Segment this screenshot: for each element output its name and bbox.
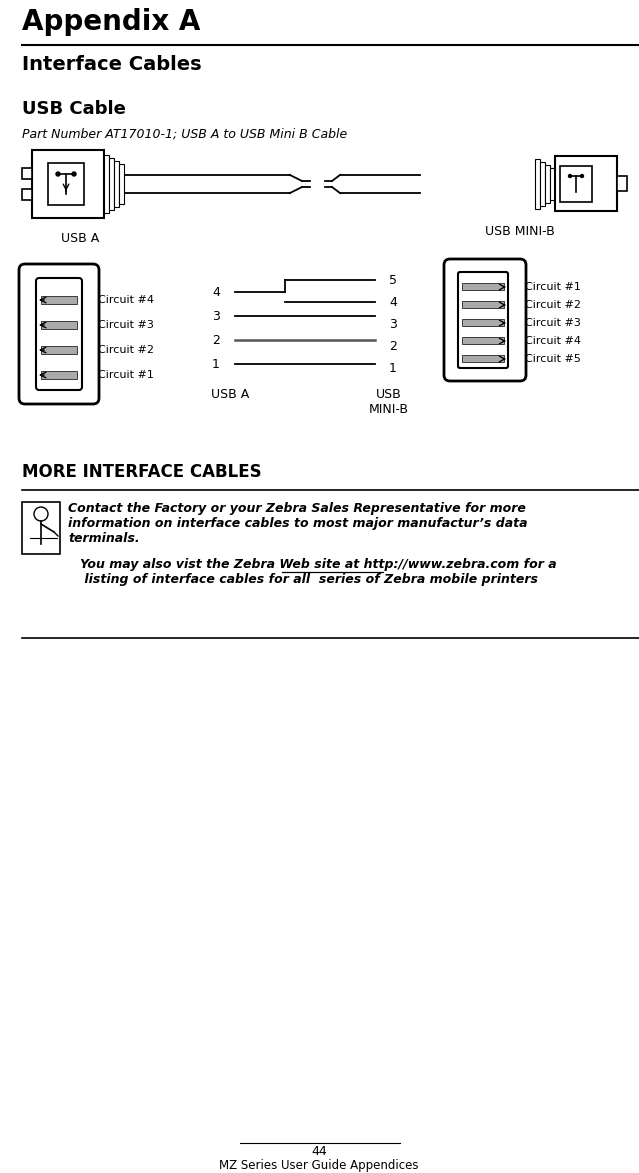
Text: Circuit #1: Circuit #1 bbox=[98, 369, 154, 380]
Bar bbox=[104, 155, 109, 213]
Bar bbox=[462, 337, 504, 344]
Bar bbox=[22, 189, 32, 201]
Text: 4: 4 bbox=[212, 285, 220, 298]
Bar bbox=[41, 371, 77, 379]
Text: Contact the Factory or your Zebra Sales Representative for more
information on i: Contact the Factory or your Zebra Sales … bbox=[68, 502, 528, 545]
Bar bbox=[462, 301, 504, 308]
Text: USB Cable: USB Cable bbox=[22, 100, 126, 118]
Text: Interface Cables: Interface Cables bbox=[22, 55, 202, 74]
Bar bbox=[535, 160, 540, 209]
Bar bbox=[22, 502, 60, 554]
Text: USB A: USB A bbox=[211, 388, 249, 401]
Bar bbox=[114, 161, 119, 206]
Text: 2: 2 bbox=[389, 339, 397, 353]
Circle shape bbox=[72, 172, 76, 176]
Text: 1: 1 bbox=[212, 358, 220, 371]
Text: Circuit #4: Circuit #4 bbox=[525, 335, 581, 346]
Bar bbox=[22, 168, 32, 179]
FancyBboxPatch shape bbox=[19, 264, 99, 404]
Text: USB
MINI-B: USB MINI-B bbox=[369, 388, 409, 416]
Bar bbox=[462, 355, 504, 362]
FancyBboxPatch shape bbox=[36, 278, 82, 389]
Bar bbox=[32, 150, 104, 218]
Text: USB MINI-B: USB MINI-B bbox=[485, 225, 555, 238]
Text: Circuit #3: Circuit #3 bbox=[98, 320, 154, 330]
Bar bbox=[550, 168, 555, 201]
Bar bbox=[41, 321, 77, 328]
Bar bbox=[41, 346, 77, 354]
Bar bbox=[48, 163, 84, 205]
Text: Part Number AT17010-1; USB A to USB Mini B Cable: Part Number AT17010-1; USB A to USB Mini… bbox=[22, 128, 347, 141]
Bar bbox=[41, 296, 77, 304]
Text: MZ Series User Guide Appendices: MZ Series User Guide Appendices bbox=[219, 1159, 419, 1172]
Text: USB A: USB A bbox=[61, 232, 99, 245]
Bar bbox=[119, 164, 124, 204]
Text: 5: 5 bbox=[389, 273, 397, 286]
Text: Circuit #2: Circuit #2 bbox=[98, 345, 154, 355]
Bar bbox=[545, 165, 550, 203]
Bar bbox=[617, 176, 627, 191]
Bar bbox=[462, 283, 504, 290]
Text: Circuit #5: Circuit #5 bbox=[525, 354, 581, 364]
Bar bbox=[560, 167, 592, 202]
Text: 4: 4 bbox=[389, 296, 397, 308]
Bar bbox=[555, 156, 617, 211]
Text: 3: 3 bbox=[389, 318, 397, 331]
Text: 3: 3 bbox=[212, 310, 220, 323]
Text: 44: 44 bbox=[311, 1145, 327, 1158]
Circle shape bbox=[569, 175, 571, 177]
Text: Circuit #2: Circuit #2 bbox=[525, 300, 581, 310]
Text: Circuit #4: Circuit #4 bbox=[98, 294, 154, 305]
Circle shape bbox=[56, 172, 60, 176]
Circle shape bbox=[34, 507, 48, 521]
Bar bbox=[540, 162, 545, 206]
FancyBboxPatch shape bbox=[458, 272, 508, 368]
FancyBboxPatch shape bbox=[444, 259, 526, 381]
Text: Circuit #3: Circuit #3 bbox=[525, 318, 581, 328]
Text: Appendix A: Appendix A bbox=[22, 8, 201, 36]
Text: 2: 2 bbox=[212, 333, 220, 346]
Text: Circuit #1: Circuit #1 bbox=[525, 282, 581, 292]
Text: MORE INTERFACE CABLES: MORE INTERFACE CABLES bbox=[22, 463, 261, 481]
Text: 1: 1 bbox=[389, 361, 397, 374]
Bar bbox=[109, 158, 114, 210]
Text: You may also vist the Zebra Web site at http://www.zebra.com for a
 listing of i: You may also vist the Zebra Web site at … bbox=[80, 558, 557, 586]
Bar bbox=[462, 319, 504, 326]
Circle shape bbox=[580, 175, 583, 177]
